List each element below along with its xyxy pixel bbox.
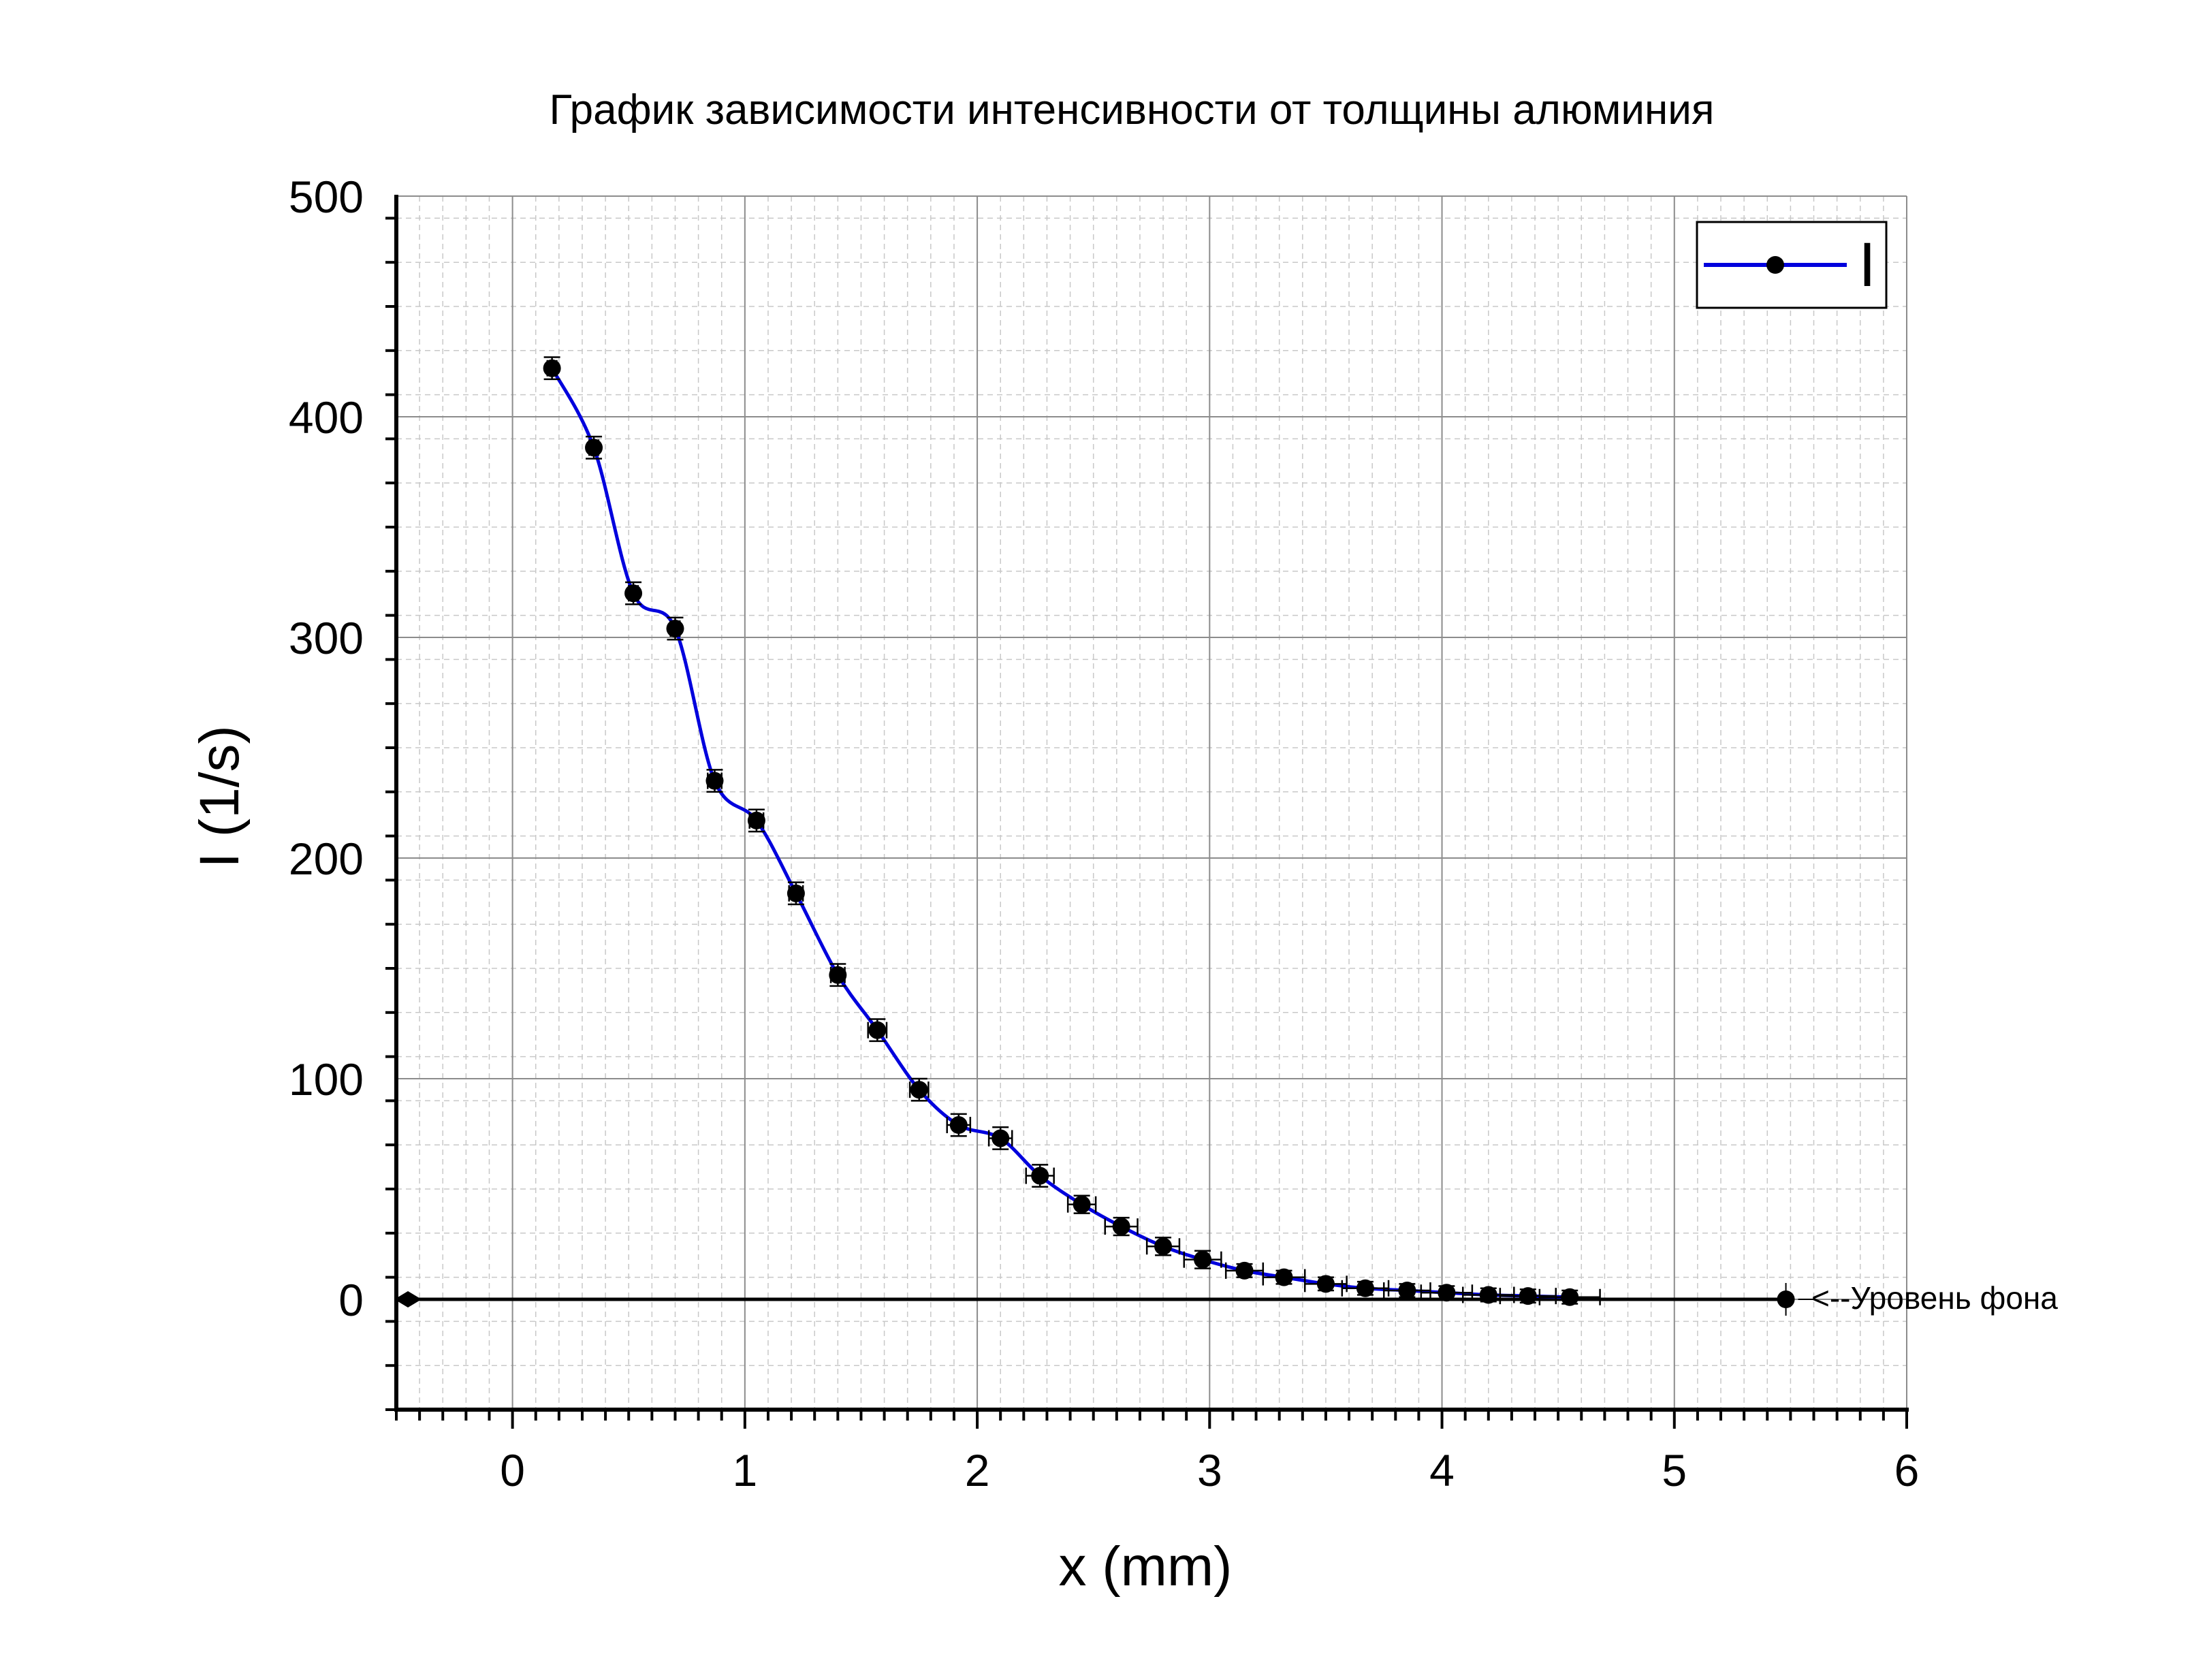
y-tick-label: 100 <box>289 1054 364 1105</box>
data-point <box>1438 1284 1456 1302</box>
y-tick-label: 400 <box>289 392 364 443</box>
chart-title: График зависимости интенсивности от толщ… <box>550 86 1715 133</box>
data-point <box>1275 1268 1293 1286</box>
x-tick-label: 3 <box>1197 1445 1222 1495</box>
data-point <box>1356 1279 1374 1297</box>
data-points <box>543 359 1579 1306</box>
data-point <box>910 1081 928 1099</box>
background-level-end-marker <box>1777 1290 1795 1308</box>
data-point <box>949 1116 968 1135</box>
data-point <box>543 359 561 377</box>
background-level-start-marker <box>394 1291 422 1307</box>
data-point <box>705 772 724 790</box>
y-tick-label: 0 <box>338 1275 364 1325</box>
data-point <box>1316 1275 1335 1293</box>
data-point <box>1561 1288 1579 1306</box>
axes <box>394 195 1909 1412</box>
data-point <box>1235 1261 1254 1280</box>
data-point <box>585 439 603 457</box>
data-point <box>1031 1167 1049 1185</box>
data-point <box>747 811 765 829</box>
data-point <box>1154 1237 1173 1256</box>
data-point <box>1194 1250 1212 1269</box>
data-point <box>868 1021 887 1039</box>
x-tick-label: 5 <box>1662 1445 1687 1495</box>
data-point <box>787 884 805 902</box>
legend-marker <box>1766 256 1784 274</box>
data-point <box>624 584 643 603</box>
y-tick-label: 500 <box>289 172 364 222</box>
y-axis-ticks: 0 100 200 300 400 500 <box>289 172 396 1411</box>
data-point <box>1479 1286 1497 1304</box>
y-tick-label: 300 <box>289 613 364 663</box>
data-point <box>1519 1287 1537 1305</box>
data-point <box>1398 1282 1416 1300</box>
x-tick-label: 4 <box>1429 1445 1455 1495</box>
x-tick-label: 2 <box>965 1445 990 1495</box>
data-point <box>991 1129 1010 1147</box>
data-point <box>1112 1218 1130 1236</box>
legend: I <box>1696 221 1888 309</box>
x-tick-label: 1 <box>732 1445 757 1495</box>
background-level-annotation: <--Уровень фона <box>1811 1280 2058 1316</box>
x-tick-label: 0 <box>500 1445 525 1495</box>
data-point <box>666 620 684 638</box>
x-axis-ticks: 0 1 2 3 4 5 6 <box>395 1410 1920 1495</box>
grid-minor <box>396 196 1907 1410</box>
x-axis-label: x (mm) <box>1058 1536 1232 1598</box>
data-point <box>1073 1195 1091 1214</box>
data-point <box>829 966 847 984</box>
legend-series-label: I <box>1858 230 1876 300</box>
x-tick-label: 6 <box>1894 1445 1920 1495</box>
y-tick-label: 200 <box>289 834 364 884</box>
y-axis-label: I (1/s) <box>189 725 251 868</box>
